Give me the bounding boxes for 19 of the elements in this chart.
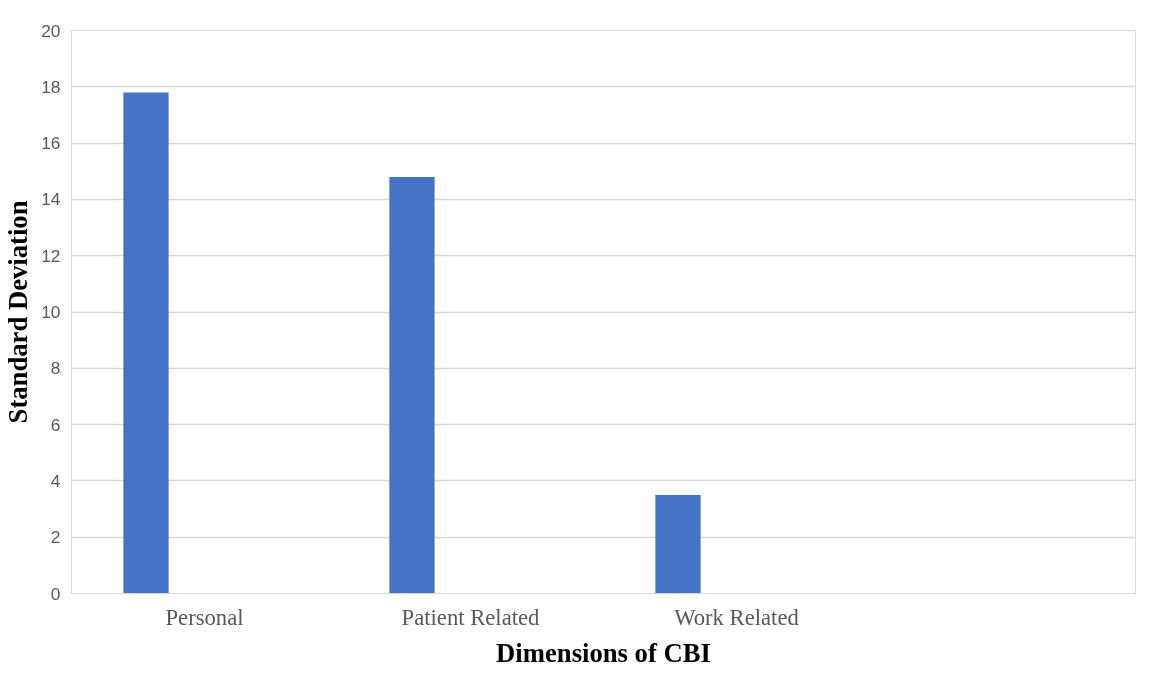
y-tick-label: 12 [41, 245, 61, 266]
y-tick-label: 18 [41, 76, 61, 97]
y-tick-label: 4 [50, 470, 61, 491]
y-tick-label: 8 [50, 358, 61, 379]
y-tick-label: 6 [50, 414, 61, 435]
x-axis-title: Dimensions of CBI [496, 637, 711, 668]
y-tick-label: 0 [50, 583, 61, 604]
x-tick-label: Patient Related [401, 604, 541, 630]
bar [655, 494, 701, 594]
y-tick-label: 10 [41, 302, 61, 322]
x-tick-label: Personal [165, 604, 244, 630]
bar [389, 176, 435, 594]
y-tick-label: 14 [41, 189, 61, 210]
y-axis-title: Standard Deviation [3, 200, 34, 424]
y-tick-label: 16 [41, 133, 61, 154]
x-tick-label: Work Related [674, 604, 800, 630]
bar [123, 92, 169, 594]
y-tick-label: 2 [50, 527, 61, 548]
y-tick-label: 20 [41, 20, 61, 41]
